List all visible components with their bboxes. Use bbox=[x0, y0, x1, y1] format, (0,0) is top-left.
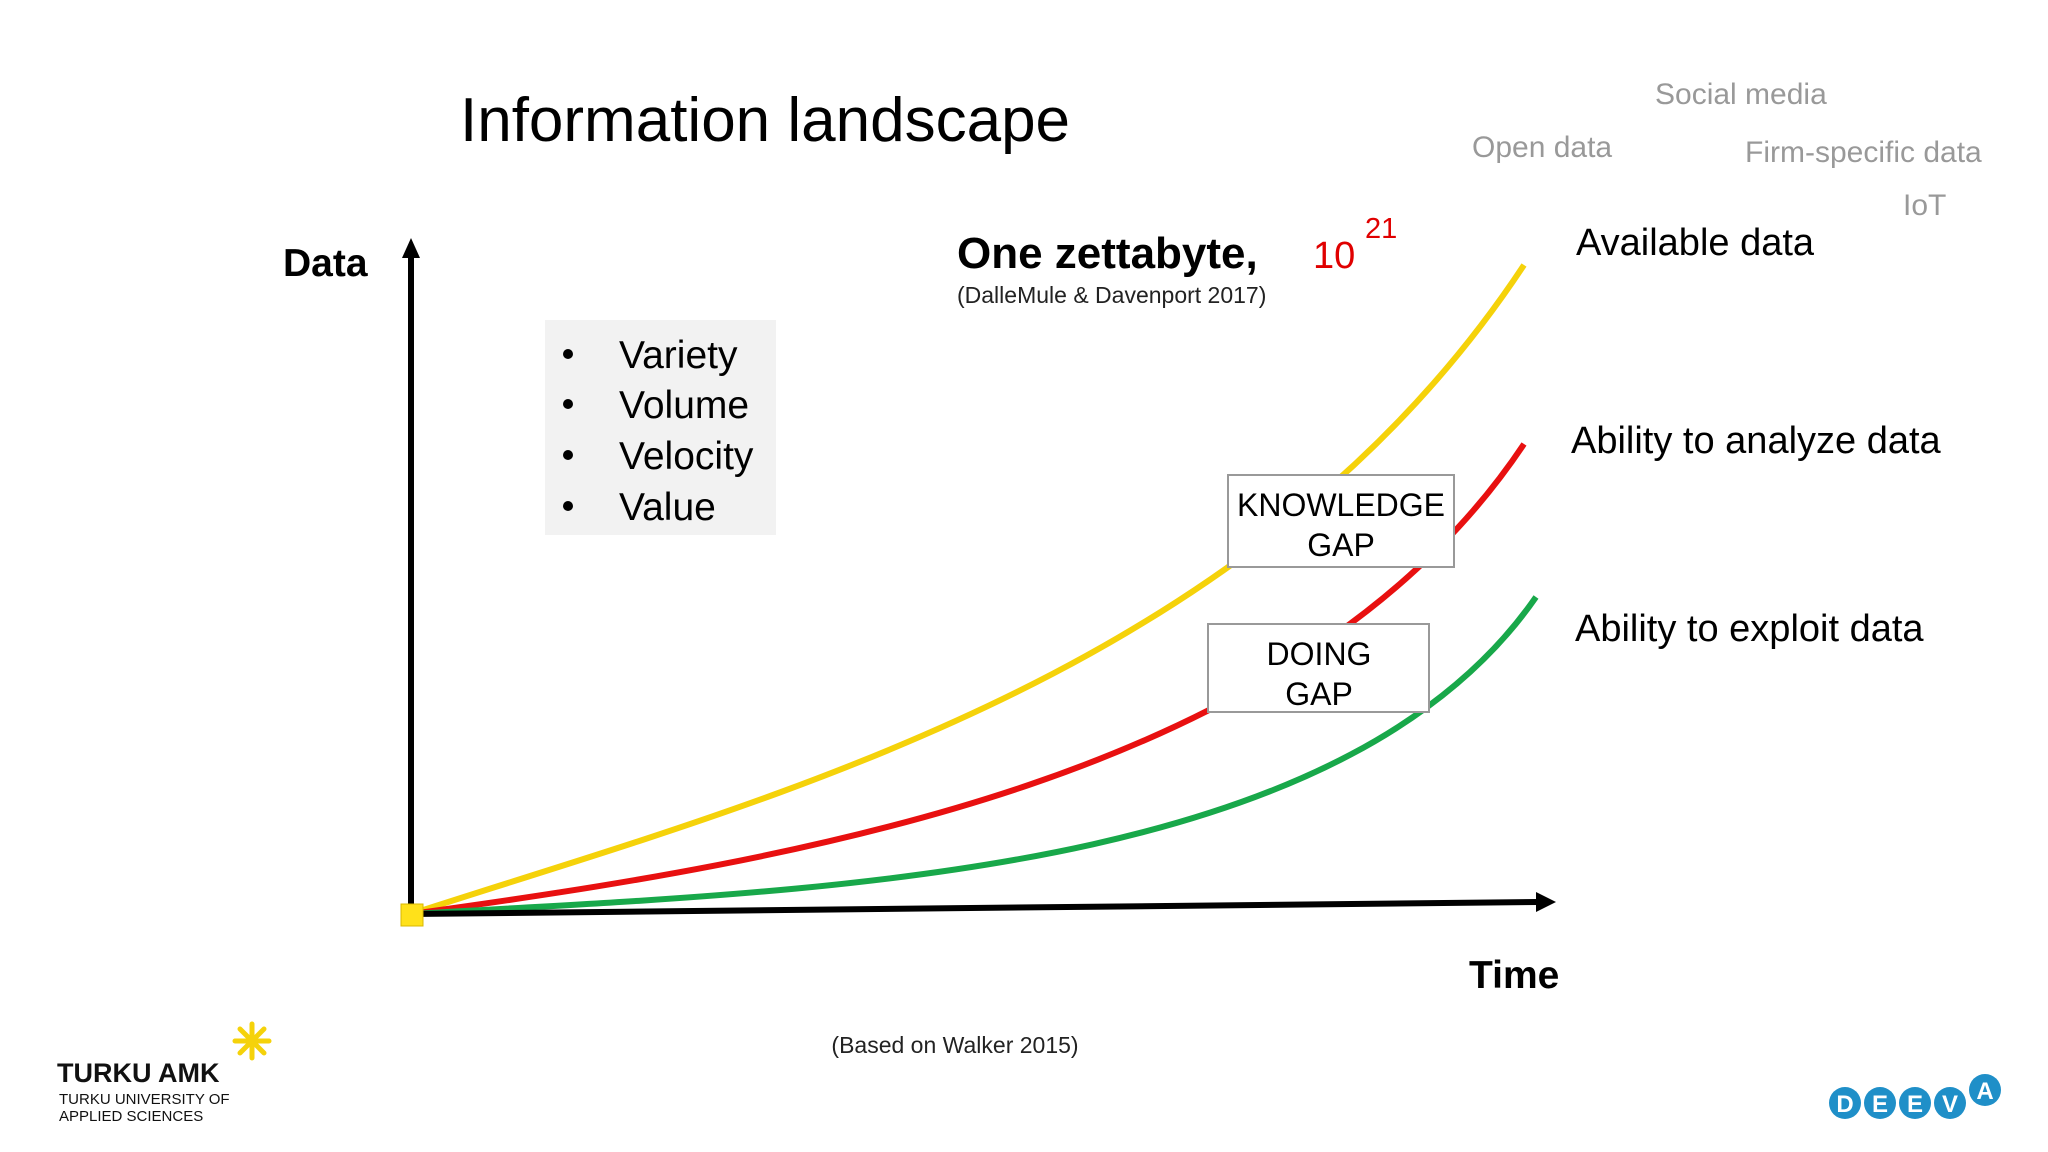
logo-letter: V bbox=[1942, 1091, 1958, 1118]
logo-subtitle: APPLIED SCIENCES bbox=[59, 1108, 203, 1125]
y-arrow bbox=[402, 238, 420, 258]
bullet-item: Volume bbox=[619, 384, 749, 427]
logo-circle bbox=[1899, 1087, 1931, 1119]
bullet-dot bbox=[563, 450, 573, 460]
gap-box bbox=[1227, 474, 1455, 568]
logo-letter: E bbox=[1872, 1091, 1888, 1118]
analyze-curve bbox=[410, 442, 1527, 917]
gap-label: GAP bbox=[1285, 676, 1353, 712]
curve-label: Ability to exploit data bbox=[1575, 608, 1924, 650]
origin-marker bbox=[400, 903, 424, 927]
logo-circle bbox=[1969, 1074, 2001, 1106]
bullet-dot bbox=[563, 349, 573, 359]
logo-asterisk bbox=[232, 1021, 272, 1061]
x-axis-label: Time bbox=[1469, 954, 1559, 997]
logo-letter: E bbox=[1907, 1091, 1923, 1118]
logo-circle bbox=[1864, 1087, 1896, 1119]
curve-label: Available data bbox=[1576, 222, 1815, 264]
headline-exponent: 21 bbox=[1365, 213, 1397, 245]
x-arrow bbox=[1536, 892, 1556, 912]
curve-label: Ability to analyze data bbox=[1571, 420, 1942, 462]
bullet-dot bbox=[563, 501, 573, 511]
source-label: Social media bbox=[1655, 78, 1827, 111]
bullet-box bbox=[545, 320, 776, 535]
slide-title: Information landscape bbox=[460, 86, 1070, 155]
logo-letter: A bbox=[1976, 1078, 1993, 1105]
gap-box bbox=[1207, 623, 1430, 713]
logo-circle bbox=[1829, 1087, 1861, 1119]
headline-base: 10 bbox=[1313, 235, 1355, 277]
logo-subtitle: TURKU UNIVERSITY OF bbox=[59, 1091, 230, 1108]
source-label: Open data bbox=[1472, 131, 1612, 164]
source-label: Firm-specific data bbox=[1745, 136, 1982, 169]
x-axis bbox=[410, 899, 1539, 917]
citation: (DalleMule & Davenport 2017) bbox=[957, 282, 1266, 308]
source-label: IoT bbox=[1903, 189, 1946, 222]
bullet-dot bbox=[563, 399, 573, 409]
logo-circle bbox=[1934, 1087, 1966, 1119]
logo-name: TURKU AMK bbox=[57, 1058, 220, 1088]
available-curve bbox=[410, 263, 1527, 917]
headline: One zettabyte, bbox=[957, 229, 1258, 278]
logo-letter: D bbox=[1836, 1091, 1853, 1118]
y-axis-label: Data bbox=[283, 242, 368, 285]
bullet-item: Velocity bbox=[619, 435, 754, 478]
gap-label: DOING bbox=[1267, 636, 1372, 672]
gap-label: GAP bbox=[1307, 527, 1375, 563]
bullet-item: Value bbox=[619, 486, 716, 529]
bullet-item: Variety bbox=[619, 334, 738, 377]
gap-label: KNOWLEDGE bbox=[1237, 487, 1445, 523]
footnote: (Based on Walker 2015) bbox=[831, 1032, 1078, 1058]
